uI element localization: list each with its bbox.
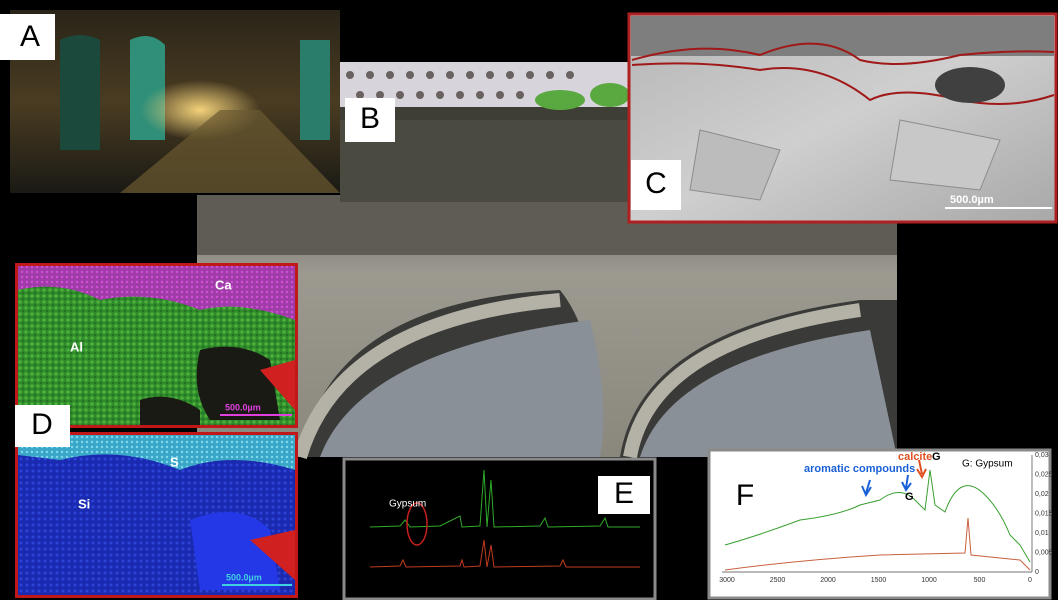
x-tick-label: 500	[974, 577, 986, 584]
panel-e: Gypsum E	[342, 457, 657, 600]
y-tick-label: 0,02	[1035, 491, 1049, 498]
y-tick-label: 0,015	[1035, 510, 1053, 517]
annotation: G	[932, 451, 941, 463]
x-tick-label: 1000	[921, 577, 937, 584]
annotation: G	[905, 491, 914, 503]
scale-label: 500.0µm	[225, 402, 261, 412]
panel-label: F	[736, 479, 754, 512]
panel-d-top: 500.0µm Ca Al	[15, 263, 298, 428]
panel-f: aromatic compounds calcite G G G: Gypsum…	[707, 448, 1053, 600]
element-label: Al	[70, 339, 83, 354]
panel-label: D	[31, 408, 53, 441]
x-tick-label: 0	[1028, 577, 1032, 584]
annotation: calcite	[898, 451, 932, 463]
panel-label: B	[360, 102, 380, 135]
legend: G: Gypsum	[962, 459, 1013, 470]
arch-photo	[197, 195, 897, 459]
y-tick-label: 0,03	[1035, 452, 1049, 459]
panel-label: C	[645, 167, 667, 200]
panel-d-bottom: 500.0µm S Si D	[15, 405, 298, 598]
annotation: aromatic compounds	[804, 463, 915, 475]
panel-b: B	[340, 62, 630, 202]
y-tick-label: 0,025	[1035, 471, 1053, 478]
y-tick-label: 0	[1035, 569, 1039, 576]
panel-label: E	[614, 477, 634, 510]
scale-label: 500.0µm	[950, 194, 994, 206]
scale-label: 500.0µm	[226, 572, 262, 582]
element-label: Si	[78, 496, 90, 511]
y-tick-label: 0,01	[1035, 530, 1049, 537]
panel-c: 500.0µm C	[627, 12, 1058, 224]
element-label: S	[170, 454, 179, 469]
x-tick-label: 1500	[871, 577, 887, 584]
panel-a: A	[0, 10, 340, 193]
x-tick-label: 3000	[719, 577, 735, 584]
annotation: Gypsum	[389, 499, 426, 510]
y-tick-label: 0,005	[1035, 549, 1053, 556]
x-tick-label: 2000	[820, 577, 836, 584]
element-label: Ca	[215, 277, 232, 292]
x-tick-label: 2500	[770, 577, 786, 584]
panel-label: A	[20, 20, 40, 53]
